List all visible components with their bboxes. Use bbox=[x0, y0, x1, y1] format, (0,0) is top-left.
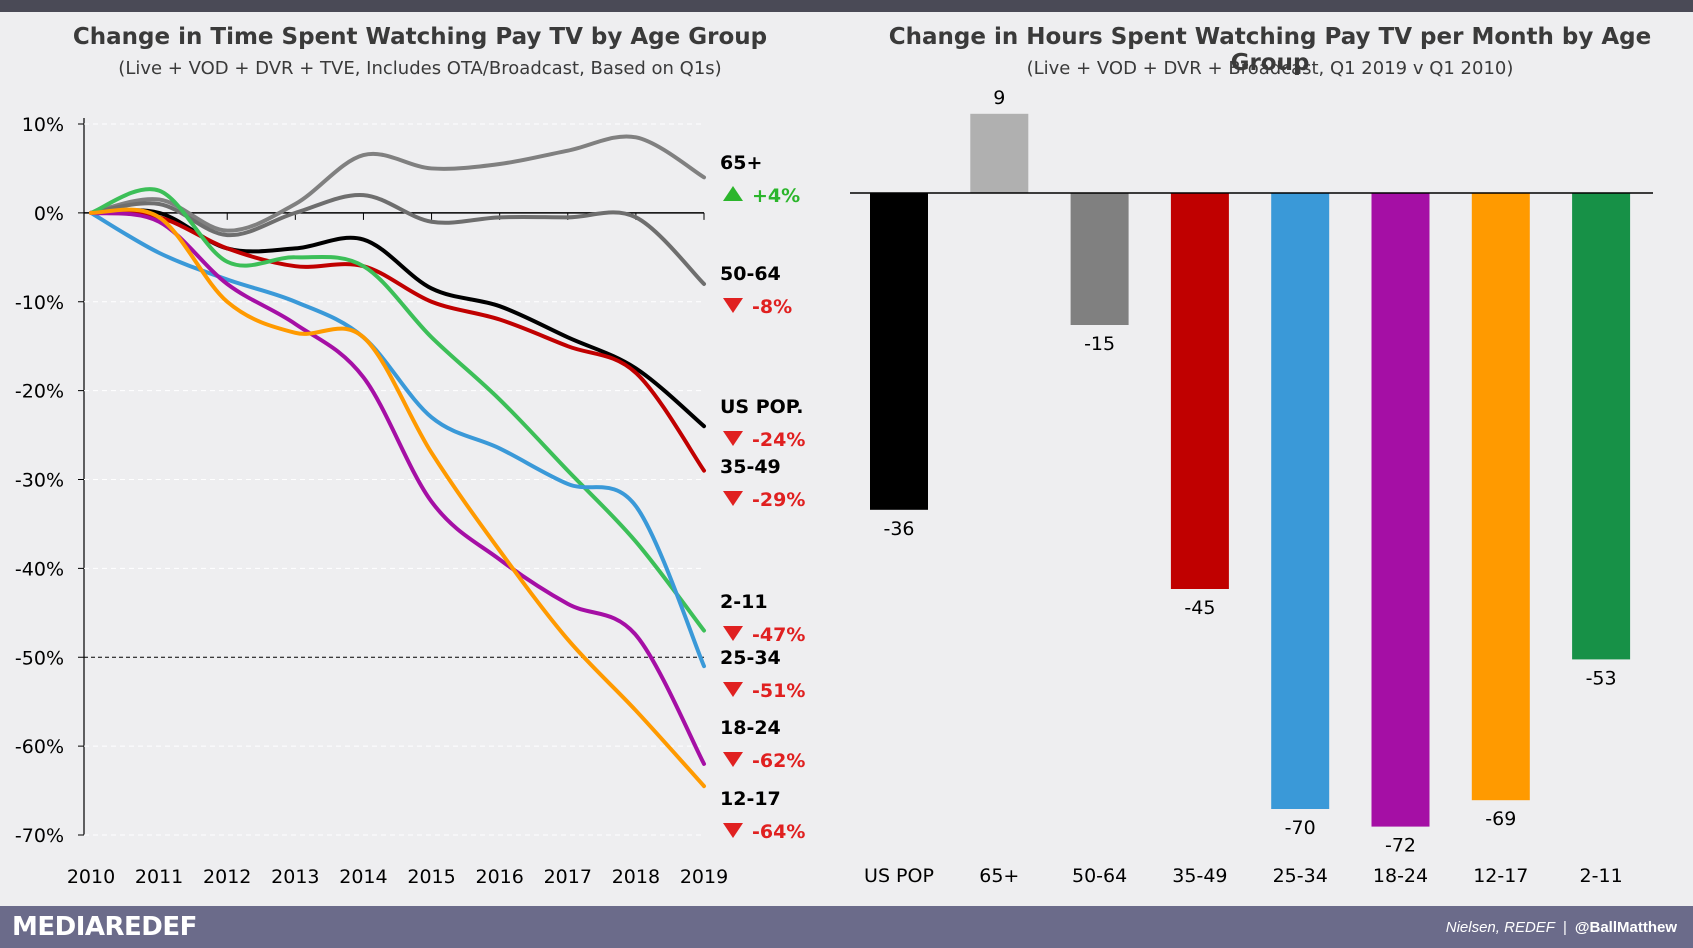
bar bbox=[1271, 193, 1330, 809]
series-line bbox=[89, 207, 706, 789]
twitter-handle[interactable]: @BallMatthew bbox=[1574, 919, 1677, 936]
x-tick-label: 2019 bbox=[680, 866, 728, 888]
down-arrow-icon bbox=[723, 298, 743, 313]
bar-value-label: -69 bbox=[1485, 808, 1516, 830]
down-arrow-icon bbox=[723, 626, 743, 641]
change-label: -62% bbox=[752, 750, 805, 772]
series-line bbox=[89, 187, 706, 633]
x-tick-label: 2015 bbox=[407, 866, 455, 888]
series-label: US POP. bbox=[720, 396, 803, 418]
series-label: 35-49 bbox=[720, 456, 781, 478]
bar bbox=[1471, 193, 1530, 801]
y-tick-label: -40% bbox=[15, 558, 64, 580]
x-tick-label: 2010 bbox=[67, 866, 115, 888]
bar-value-label: -36 bbox=[883, 518, 914, 540]
y-tick-label: -20% bbox=[15, 381, 64, 403]
bar bbox=[870, 193, 928, 510]
bar-chart: -36 US POP 9 65+ -15 50-64 -45 35-49 -70 25-34 -72… bbox=[850, 87, 1653, 887]
source-text: Nielsen, REDEF bbox=[1445, 919, 1555, 936]
y-tick-label: -10% bbox=[15, 292, 64, 314]
category-label: US POP bbox=[864, 865, 934, 887]
x-tick-label: 2011 bbox=[135, 866, 183, 888]
bar bbox=[970, 113, 1029, 193]
down-arrow-icon bbox=[723, 752, 743, 767]
y-tick-label: -30% bbox=[15, 470, 64, 492]
series-line bbox=[89, 210, 706, 766]
down-arrow-icon bbox=[723, 823, 743, 838]
series-label: 2-11 bbox=[720, 591, 768, 613]
change-label: -24% bbox=[752, 429, 805, 451]
change-label: -29% bbox=[752, 489, 805, 511]
change-label: -8% bbox=[752, 296, 792, 318]
bar-value-label: -70 bbox=[1285, 817, 1316, 839]
category-label: 18-24 bbox=[1373, 865, 1428, 887]
left-chart-subtitle: (Live + VOD + DVR + TVE, Includes OTA/Br… bbox=[118, 58, 722, 79]
top-bar bbox=[0, 0, 1693, 12]
series-label: 65+ bbox=[720, 152, 762, 174]
y-tick-label: 10% bbox=[22, 114, 64, 136]
series-label: 18-24 bbox=[720, 717, 781, 739]
series-label: 50-64 bbox=[720, 263, 781, 285]
y-tick-label: -50% bbox=[15, 647, 64, 669]
category-label: 50-64 bbox=[1072, 865, 1127, 887]
change-label: -47% bbox=[752, 624, 805, 646]
x-tick-label: 2012 bbox=[203, 866, 251, 888]
x-tick-label: 2018 bbox=[612, 866, 660, 888]
down-arrow-icon bbox=[723, 682, 743, 697]
change-label: +4% bbox=[752, 185, 800, 207]
line-chart: 10% 0% -10% -20% -30% -40% -50% -60% -70%2010 201… bbox=[15, 114, 805, 888]
bar bbox=[1070, 193, 1129, 325]
series-label: 25-34 bbox=[720, 647, 781, 669]
series-label: 12-17 bbox=[720, 788, 781, 810]
down-arrow-icon bbox=[723, 491, 743, 506]
brand-logo: MEDIAREDEF bbox=[12, 912, 197, 942]
y-tick-label: 0% bbox=[34, 203, 64, 225]
y-tick-label: -70% bbox=[15, 825, 64, 847]
category-label: 25-34 bbox=[1273, 865, 1328, 887]
series-line bbox=[89, 210, 706, 473]
change-label: -51% bbox=[752, 680, 805, 702]
left-chart-title: Change in Time Spent Watching Pay TV by … bbox=[72, 24, 768, 50]
y-tick-label: -60% bbox=[15, 736, 64, 758]
category-label: 35-49 bbox=[1172, 865, 1227, 887]
bar bbox=[1371, 193, 1430, 827]
series-line bbox=[89, 134, 706, 233]
right-chart-subtitle: (Live + VOD + DVR + Broadcast, Q1 2019 v… bbox=[1026, 58, 1514, 79]
bar-value-label: 9 bbox=[993, 87, 1005, 109]
bar-value-label: -72 bbox=[1385, 835, 1416, 857]
bar bbox=[1572, 193, 1631, 660]
series-line bbox=[89, 193, 706, 286]
x-tick-label: 2014 bbox=[339, 866, 387, 888]
separator: | bbox=[1562, 919, 1567, 936]
right-chart-title: Change in Hours Spent Watching Pay TV pe… bbox=[888, 24, 1652, 76]
bar-value-label: -45 bbox=[1184, 597, 1215, 619]
x-tick-label: 2016 bbox=[475, 866, 523, 888]
x-tick-label: 2013 bbox=[271, 866, 319, 888]
bar-value-label: -53 bbox=[1586, 667, 1617, 689]
footer-credit: Nielsen, REDEF | @BallMatthew bbox=[1446, 919, 1677, 936]
footer-bar: MEDIAREDEF Nielsen, REDEF | @BallMatthew bbox=[0, 906, 1693, 948]
up-arrow-icon bbox=[723, 186, 743, 201]
category-label: 2-11 bbox=[1580, 865, 1623, 887]
change-label: -64% bbox=[752, 821, 805, 843]
bar bbox=[1170, 193, 1229, 589]
down-arrow-icon bbox=[723, 431, 743, 446]
category-label: 65+ bbox=[979, 865, 1019, 887]
category-label: 12-17 bbox=[1473, 865, 1528, 887]
bar-value-label: -15 bbox=[1084, 333, 1115, 355]
x-tick-label: 2017 bbox=[544, 866, 592, 888]
